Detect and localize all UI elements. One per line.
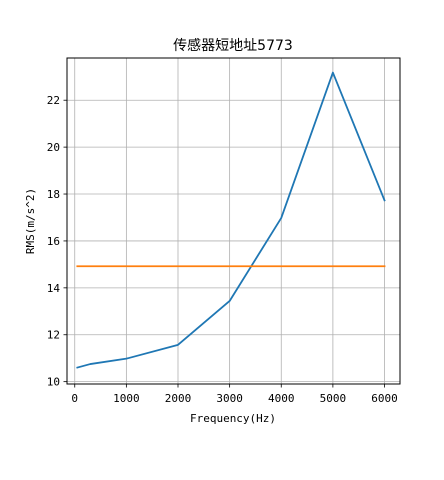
x-tick-label: 4000: [268, 392, 295, 405]
x-tick-label: 1000: [113, 392, 140, 405]
series-lines: [76, 71, 386, 369]
x-tick-label: 3000: [216, 392, 243, 405]
grid-lines: [67, 58, 400, 384]
y-tick-label: 16: [47, 235, 60, 248]
y-tick-label: 18: [47, 188, 60, 201]
x-tick-label: 5000: [320, 392, 347, 405]
chart-title: 传感器短地址5773: [173, 37, 293, 54]
axis-ticks: 0 1000 2000 3000 4000 5000 6000 10 12 14 16 18 20 22: [47, 94, 398, 405]
series-line-1: [76, 71, 386, 369]
x-axis-title: Frequency(Hz): [190, 412, 276, 425]
y-tick-label: 14: [47, 282, 61, 295]
y-tick-label: 12: [47, 329, 60, 342]
y-tick-label: 10: [47, 376, 60, 389]
x-tick-label: 0: [71, 392, 78, 405]
y-tick-label: 20: [47, 141, 60, 154]
x-tick-label: 6000: [371, 392, 398, 405]
x-tick-label: 2000: [165, 392, 192, 405]
y-axis-title: RMS(m/s^2): [24, 188, 37, 254]
plot-area-frame: [66, 57, 401, 385]
y-tick-label: 22: [47, 94, 60, 107]
